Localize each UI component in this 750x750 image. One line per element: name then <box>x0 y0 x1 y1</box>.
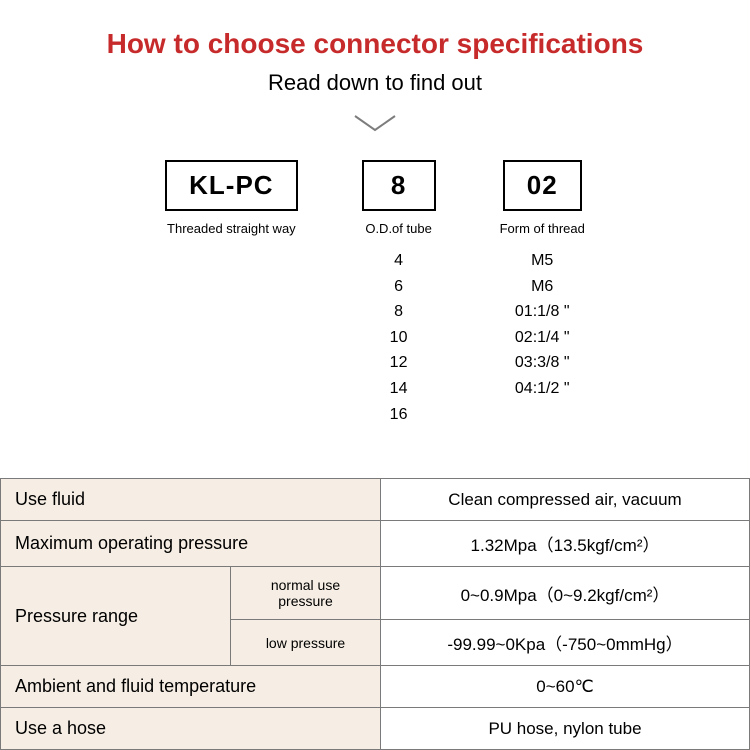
spec-value: PU hose, nylon tube <box>381 708 750 750</box>
spec-value: 0~60℃ <box>381 666 750 708</box>
table-row: Use fluid Clean compressed air, vacuum <box>1 479 750 521</box>
value-item: 4 <box>394 250 403 272</box>
code-segment-series: KL-PC Threaded straight way <box>165 160 297 425</box>
code-segment-od: 8 O.D.of tube 4 6 8 10 12 14 16 <box>362 160 436 425</box>
page-title: How to choose connector specifications <box>0 28 750 60</box>
code-box: 02 <box>503 160 582 211</box>
code-breakdown-row: KL-PC Threaded straight way 8 O.D.of tub… <box>0 160 750 425</box>
code-values-od: 4 6 8 10 12 14 16 <box>390 250 408 425</box>
spec-label: Ambient and fluid temperature <box>1 666 381 708</box>
spec-table: Use fluid Clean compressed air, vacuum M… <box>0 478 750 750</box>
value-item: 12 <box>390 352 408 374</box>
code-box: KL-PC <box>165 160 297 211</box>
value-item: 10 <box>390 327 408 349</box>
spec-value: -99.99~0Kpa（-750~0mmHg） <box>381 620 750 666</box>
code-segment-thread: 02 Form of thread M5 M6 01:1/8 " 02:1/4 … <box>500 160 585 425</box>
spec-value: Clean compressed air, vacuum <box>381 479 750 521</box>
header: How to choose connector specifications R… <box>0 0 750 136</box>
value-item: 6 <box>394 276 403 298</box>
spec-value: 0~0.9Mpa（0~9.2kgf/cm²） <box>381 567 750 620</box>
spec-label: Maximum operating pressure <box>1 521 381 567</box>
spec-value: 1.32Mpa（13.5kgf/cm²） <box>381 521 750 567</box>
value-item: 16 <box>390 404 408 426</box>
page-subtitle: Read down to find out <box>0 70 750 96</box>
code-label: Threaded straight way <box>167 221 296 236</box>
code-label: Form of thread <box>500 221 585 236</box>
code-label: O.D.of tube <box>365 221 431 236</box>
value-item: 04:1/2 " <box>515 378 570 400</box>
table-row: Ambient and fluid temperature 0~60℃ <box>1 666 750 708</box>
value-item: 01:1/8 " <box>515 301 570 323</box>
code-values-thread: M5 M6 01:1/8 " 02:1/4 " 03:3/8 " 04:1/2 … <box>515 250 570 400</box>
table-row: Use a hose PU hose, nylon tube <box>1 708 750 750</box>
spec-label: Use a hose <box>1 708 381 750</box>
table-row: Pressure range normal use pressure 0~0.9… <box>1 567 750 620</box>
spec-label: Use fluid <box>1 479 381 521</box>
value-item: 8 <box>394 301 403 323</box>
code-box: 8 <box>362 160 436 211</box>
value-item: M5 <box>531 250 553 272</box>
value-item: 02:1/4 " <box>515 327 570 349</box>
spec-label: Pressure range <box>1 567 231 666</box>
value-item: M6 <box>531 276 553 298</box>
value-item: 14 <box>390 378 408 400</box>
chevron-down-icon <box>353 114 397 136</box>
table-row: Maximum operating pressure 1.32Mpa（13.5k… <box>1 521 750 567</box>
spec-sublabel: low pressure <box>231 620 381 666</box>
value-item: 03:3/8 " <box>515 352 570 374</box>
spec-sublabel: normal use pressure <box>231 567 381 620</box>
